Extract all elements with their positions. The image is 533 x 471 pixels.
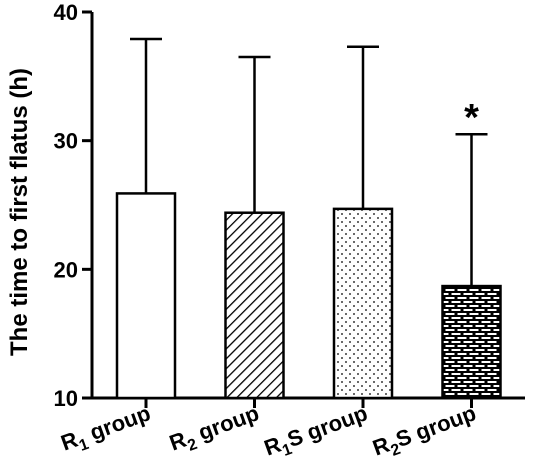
svg-text:R2 group: R2 group: [166, 400, 264, 460]
annotations: *: [464, 97, 479, 139]
bar: [441, 284, 502, 400]
bar: [115, 192, 177, 400]
y-tick-label: 10: [54, 386, 78, 411]
significance-asterisk: *: [464, 97, 479, 139]
category-label-rest: S group: [393, 400, 480, 452]
error-bars: [130, 37, 488, 287]
y-axis-title: The time to first flatus (h): [6, 68, 33, 356]
category-label-rest: group: [81, 400, 154, 447]
y-tick-label: 30: [54, 129, 78, 154]
svg-text:R1S group: R1S group: [261, 400, 373, 465]
category-label-rest: S group: [284, 400, 371, 452]
bar: [332, 207, 394, 400]
svg-text:R2S group: R2S group: [369, 400, 481, 465]
bar: [224, 211, 285, 400]
category-label: R2 group: [166, 400, 264, 460]
y-ticks: 10 20 30 40: [54, 0, 92, 411]
bars: [115, 192, 502, 400]
category-label: R2S group: [369, 400, 481, 465]
y-tick-label: 40: [54, 0, 78, 25]
y-tick-label: 20: [54, 257, 78, 282]
category-label-rest: group: [189, 400, 262, 447]
category-label: R1S group: [261, 400, 373, 465]
